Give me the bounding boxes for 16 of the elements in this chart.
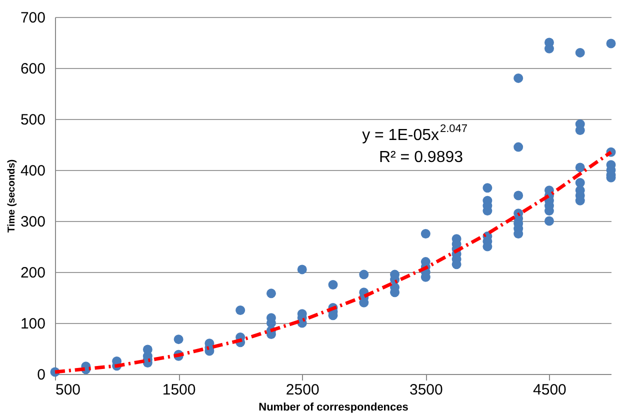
x-tick-label: 4500 [533,382,566,398]
x-tick-label: 500 [56,382,81,398]
y-tick-label: 100 [20,316,46,332]
x-axis-title: Number of correspondences [258,402,408,414]
x-tick-label: 1500 [162,382,196,398]
annotation: R² = 0.9893 [378,149,464,166]
y-tick-label: 0 [37,366,46,384]
y-tick-label: 500 [20,112,46,128]
y-tick-label: 700 [20,10,46,26]
y-axis-title: Time (seconds) [6,159,18,233]
x-tick-label: 2500 [286,382,320,398]
x-tick-label: 3500 [409,382,443,398]
y-tick-label: 400 [20,162,46,180]
y-tick-label: 600 [20,60,46,78]
y-tick-label: 300 [20,214,46,230]
y-tick-label: 200 [20,264,46,282]
